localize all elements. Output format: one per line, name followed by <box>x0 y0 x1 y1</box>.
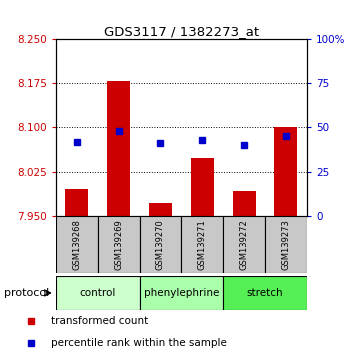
Bar <box>107 81 130 216</box>
Text: GSM139270: GSM139270 <box>156 219 165 270</box>
Bar <box>223 216 265 273</box>
Bar <box>265 216 307 273</box>
Bar <box>140 216 181 273</box>
Text: percentile rank within the sample: percentile rank within the sample <box>51 338 227 348</box>
Text: GSM139273: GSM139273 <box>282 219 291 270</box>
Bar <box>56 216 98 273</box>
Bar <box>223 276 307 310</box>
Bar <box>98 216 140 273</box>
Bar <box>56 276 140 310</box>
Bar <box>274 127 297 216</box>
Bar <box>191 158 214 216</box>
Bar <box>140 276 223 310</box>
Text: GSM139272: GSM139272 <box>240 219 249 270</box>
Bar <box>149 203 172 216</box>
Text: control: control <box>79 288 116 298</box>
Text: transformed count: transformed count <box>51 316 148 326</box>
Text: GSM139268: GSM139268 <box>72 219 81 270</box>
Text: stretch: stretch <box>247 288 283 298</box>
Text: protocol: protocol <box>4 288 49 298</box>
Bar <box>181 216 223 273</box>
Text: phenylephrine: phenylephrine <box>144 288 219 298</box>
Title: GDS3117 / 1382273_at: GDS3117 / 1382273_at <box>104 25 259 38</box>
Bar <box>65 189 88 216</box>
Text: GSM139269: GSM139269 <box>114 219 123 270</box>
Text: GSM139271: GSM139271 <box>198 219 207 270</box>
Bar <box>232 190 256 216</box>
